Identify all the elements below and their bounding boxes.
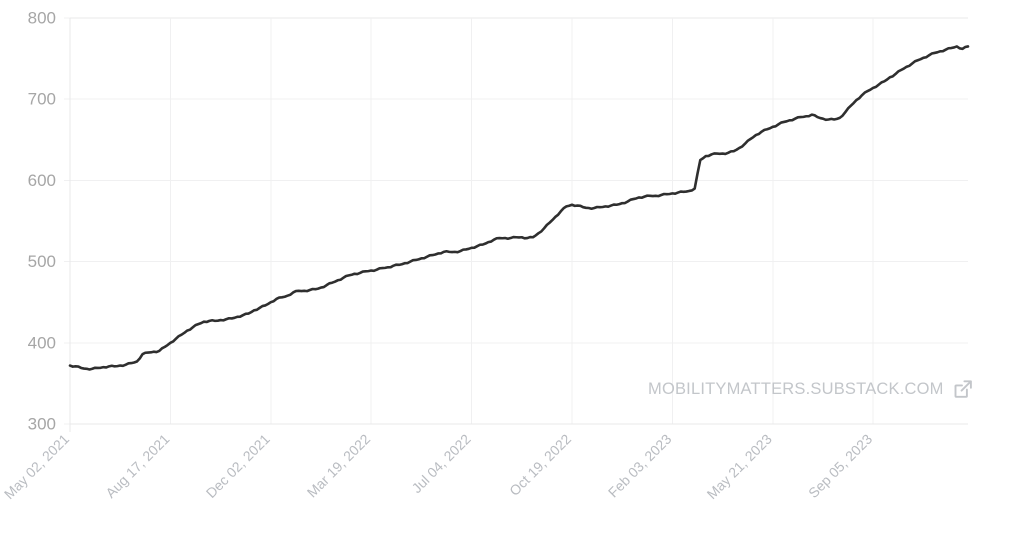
x-tick-label: Feb 03, 2023 <box>605 431 675 501</box>
watermark[interactable]: MOBILITYMATTERS.SUBSTACK.COM <box>648 377 975 401</box>
x-tick-label: Jul 04, 2022 <box>408 431 473 496</box>
y-tick-label: 800 <box>28 8 56 27</box>
x-tick-label: Aug 17, 2021 <box>102 431 172 501</box>
watermark-label: MOBILITYMATTERS.SUBSTACK.COM <box>648 379 944 398</box>
x-gridlines <box>69 18 968 432</box>
y-tick-label: 700 <box>28 90 56 109</box>
external-link-icon[interactable] <box>951 377 975 401</box>
x-tick-label: Oct 19, 2022 <box>506 431 574 499</box>
y-tick-label: 300 <box>28 414 56 433</box>
x-tick-label: Sep 05, 2023 <box>805 431 875 501</box>
y-tick-label: 400 <box>28 333 56 352</box>
x-tick-label: Mar 19, 2022 <box>304 431 374 501</box>
data-series-line <box>68 45 970 371</box>
x-tick-label: Dec 02, 2021 <box>203 431 273 501</box>
x-tick-label: May 21, 2023 <box>704 431 775 502</box>
x-axis-tick-labels: May 02, 2021 Aug 17, 2021 Dec 02, 2021 Mar … <box>1 431 876 502</box>
x-tick-label: May 02, 2021 <box>1 431 72 502</box>
y-axis-tick-labels: 300 400 500 600 700 800 <box>28 8 56 433</box>
y-tick-label: 600 <box>28 171 56 190</box>
y-gridlines <box>64 17 968 425</box>
y-tick-label: 500 <box>28 252 56 271</box>
